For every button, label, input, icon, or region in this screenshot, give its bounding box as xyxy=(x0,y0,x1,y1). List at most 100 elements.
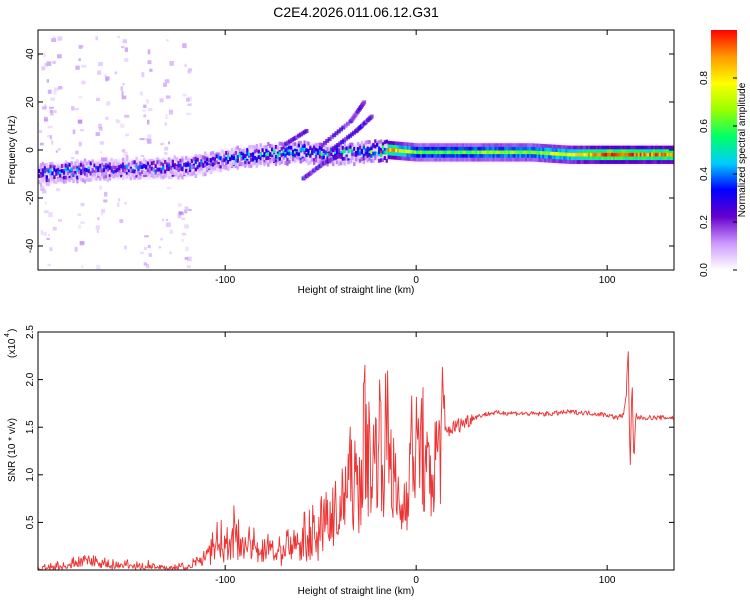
heatmap-cell xyxy=(297,152,301,157)
heatmap-cell xyxy=(570,149,574,154)
heatmap-cell xyxy=(431,154,434,158)
heatmap-cell xyxy=(534,150,537,155)
heatmap-cell xyxy=(72,179,75,184)
heatmap-cell xyxy=(314,147,318,152)
heatmap-cell xyxy=(557,155,560,160)
heatmap-speckle xyxy=(187,103,192,106)
heatmap-cell xyxy=(158,162,161,167)
heatmap-cell xyxy=(645,145,648,150)
heatmap-cell xyxy=(670,160,673,164)
heatmap-cell xyxy=(213,153,217,158)
heatmap-cell xyxy=(431,146,434,151)
heatmap-cell xyxy=(139,161,142,166)
heatmap-cell xyxy=(244,158,247,162)
heatmap-cell xyxy=(316,158,320,163)
heatmap-cell xyxy=(568,149,572,154)
heatmap-cell xyxy=(668,160,671,164)
heatmap-cell xyxy=(337,148,341,153)
heatmap-cell xyxy=(492,150,495,155)
heatmap-cell xyxy=(238,148,241,152)
snr-x-tick-label: -100 xyxy=(215,575,235,586)
heatmap-cell xyxy=(47,182,50,186)
heatmap-cell xyxy=(211,151,215,155)
heatmap-cell xyxy=(62,175,66,180)
heatmap-cell xyxy=(165,162,169,167)
heatmap-cell xyxy=(484,154,488,158)
heatmap-cell xyxy=(106,178,110,183)
heatmap-speckle xyxy=(44,201,47,205)
heatmap-cell xyxy=(582,149,585,154)
heatmap-cell xyxy=(112,170,115,175)
heatmap-streak xyxy=(334,131,339,136)
heatmap-cell xyxy=(574,149,577,154)
heatmap-cell xyxy=(523,157,526,162)
heatmap-speckle xyxy=(184,63,187,68)
heatmap-cell xyxy=(314,152,318,157)
heatmap-cell xyxy=(595,152,599,157)
heatmap-cell xyxy=(165,164,169,169)
heatmap-cell xyxy=(469,143,472,148)
heatmap-cell xyxy=(53,175,56,180)
heatmap-cell xyxy=(335,160,339,165)
heatmap-cell xyxy=(483,150,486,155)
heatmap-speckle xyxy=(77,120,83,123)
heatmap-speckle xyxy=(58,219,63,222)
heatmap-cell xyxy=(553,151,556,156)
heatmap-speckle xyxy=(47,233,51,237)
heatmap-cell xyxy=(603,160,606,164)
heatmap-cell xyxy=(444,154,448,158)
heatmap-cell xyxy=(232,156,236,161)
figure-title: C2E4.2026.011.06.12.G31 xyxy=(273,4,439,20)
heatmap-cell xyxy=(292,157,295,162)
heatmap-cell xyxy=(662,156,665,161)
heatmap-cell xyxy=(540,151,543,155)
heatmap-cell xyxy=(454,150,457,155)
heatmap-cell xyxy=(221,158,224,163)
heatmap-cell xyxy=(658,160,662,164)
heatmap-cell xyxy=(286,151,289,156)
heatmap-cell xyxy=(563,156,566,160)
heatmap-cell xyxy=(460,143,463,148)
heatmap-cell xyxy=(143,173,146,177)
heatmap-cell xyxy=(658,149,662,154)
heatmap-cell xyxy=(423,157,427,162)
heatmap-cell xyxy=(588,145,591,150)
heatmap-cell xyxy=(528,146,532,151)
heatmap-speckle xyxy=(168,109,174,115)
heatmap-cell xyxy=(511,154,514,158)
heatmap-cell xyxy=(547,151,551,156)
heatmap-cell xyxy=(81,169,85,174)
heatmap-cell xyxy=(584,149,587,154)
heatmap-cell xyxy=(416,157,419,162)
heatmap-cell xyxy=(658,156,662,161)
heatmap-cell xyxy=(437,146,440,151)
heatmap-cell xyxy=(591,152,595,157)
heatmap-cell xyxy=(542,154,545,159)
heatmap-cell xyxy=(641,160,644,164)
heatmap-cell xyxy=(80,169,83,174)
heatmap-cell xyxy=(387,151,390,156)
heatmap-cell xyxy=(370,154,373,158)
heatmap-cell xyxy=(408,153,411,158)
heatmap-cell xyxy=(616,160,620,164)
heatmap-cell xyxy=(87,160,90,164)
heatmap-cell xyxy=(630,145,633,150)
heatmap-streak xyxy=(362,100,367,105)
heatmap-cell xyxy=(536,154,539,159)
heatmap-speckle xyxy=(123,45,126,49)
heatmap-cell xyxy=(240,149,243,153)
heatmap-streak xyxy=(332,133,337,138)
heatmap-cell xyxy=(181,175,184,180)
heatmap-cell xyxy=(156,160,159,165)
heatmap-cell xyxy=(526,154,530,158)
heatmap-cell xyxy=(523,150,526,155)
heatmap-cell xyxy=(483,143,486,148)
heatmap-cell xyxy=(372,151,375,156)
heatmap-cell xyxy=(467,146,471,151)
heatmap-cell xyxy=(465,157,469,162)
heatmap-cell xyxy=(292,152,295,157)
heatmap-cell xyxy=(666,160,669,164)
heatmap-cell xyxy=(429,150,432,155)
heatmap-cell xyxy=(57,178,60,183)
heatmap-speckle xyxy=(80,202,85,207)
